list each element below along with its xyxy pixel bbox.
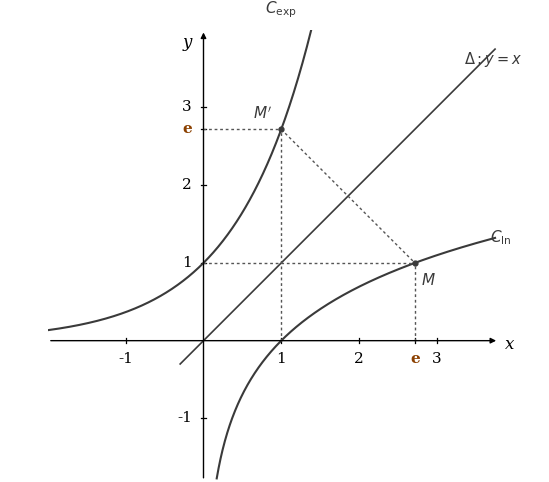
Text: $C_{\mathsf{ln}}$: $C_{\mathsf{ln}}$ [490, 228, 511, 247]
Text: $\Delta : y = x$: $\Delta : y = x$ [464, 50, 522, 69]
Text: 3: 3 [432, 352, 441, 366]
Text: e: e [182, 122, 192, 136]
Text: x: x [505, 336, 514, 353]
Text: y: y [182, 34, 192, 51]
Text: e: e [410, 352, 420, 366]
Text: 2: 2 [354, 352, 364, 366]
Text: 1: 1 [276, 352, 286, 366]
Text: $M$: $M$ [421, 272, 436, 288]
Text: 1: 1 [182, 256, 192, 270]
Text: $M'$: $M'$ [253, 105, 272, 121]
Text: $C_{\mathsf{exp}}$: $C_{\mathsf{exp}}$ [265, 0, 297, 20]
Text: 2: 2 [182, 178, 192, 192]
Text: 3: 3 [182, 100, 192, 114]
Text: -1: -1 [119, 352, 133, 366]
Text: -1: -1 [177, 412, 192, 426]
